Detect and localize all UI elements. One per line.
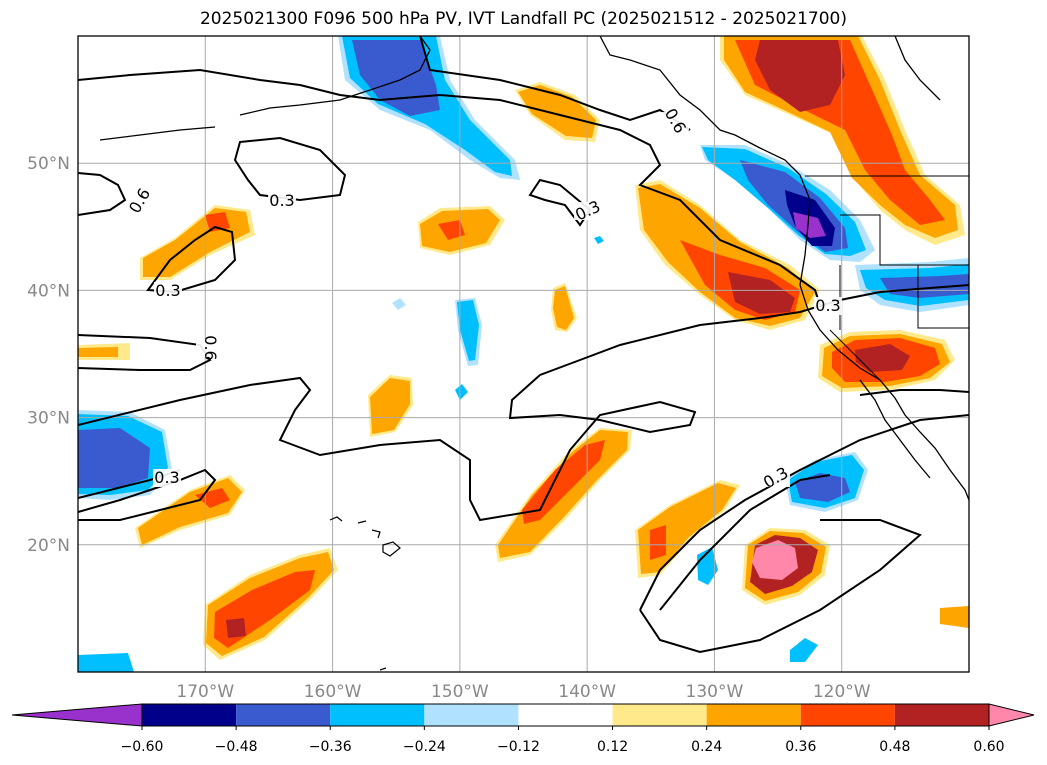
contour-label: 0.6 [201, 335, 220, 360]
colorbar-tick-label: 0.60 [973, 739, 1004, 755]
graticule [78, 36, 969, 672]
colorbar-tick-label: −0.60 [121, 739, 164, 755]
positive-anomaly-canada [720, 36, 965, 245]
lon-tick-label: 170°W [176, 682, 234, 702]
lon-tick-label: 130°W [686, 682, 744, 702]
contour-label: 0.3 [269, 191, 294, 210]
negative-anomaly-great-basin [855, 258, 969, 312]
contour-label: 0.6 [125, 185, 154, 217]
map-title: 2025021300 F096 500 hPa PV, IVT Landfall… [199, 9, 847, 29]
lat-tick-label: 40°N [27, 281, 70, 301]
hawaiian-islands [329, 516, 401, 671]
positive-anomaly-subtropics [635, 480, 740, 578]
positive-anomaly-southern-california [818, 330, 955, 392]
lon-tick-label: 160°W [304, 682, 362, 702]
contour-label: 0.6 [661, 105, 690, 137]
colorbar-extend-min [11, 703, 143, 727]
colorbar-segment [142, 704, 237, 726]
colorbar-tick-label: 0.24 [691, 739, 722, 755]
positive-anomaly-maximum [742, 528, 830, 605]
colorbar-segment [612, 704, 707, 726]
colorbar-segment [330, 704, 425, 726]
lat-tick-label: 30°N [27, 409, 70, 429]
colorbar-tick-label: −0.48 [215, 739, 258, 755]
colorbar-tick-label: 0.36 [785, 739, 816, 755]
lon-tick-label: 120°W [813, 682, 871, 702]
lon-tick-label: 150°W [431, 682, 489, 702]
longitude-tick-labels: 170°W 160°W 150°W 140°W 130°W 120°W [176, 682, 870, 702]
colorbar: −0.60 −0.48 −0.36 −0.24 −0.12 0.12 0.24 0.36 0.4… [11, 703, 1035, 755]
colorbar-tick-label: −0.24 [403, 739, 446, 755]
contour-label: 0.3 [154, 468, 179, 487]
lat-tick-label: 20°N [27, 536, 70, 556]
positive-anomaly-mid-pacific [368, 82, 600, 437]
colorbar-segment [706, 704, 801, 726]
contour-label: 0.3 [155, 281, 180, 300]
colorbar-segment [800, 704, 895, 726]
latitude-tick-labels: 20°N 30°N 40°N 50°N [27, 154, 70, 556]
lon-tick-label: 140°W [558, 682, 616, 702]
colorbar-segment [424, 704, 519, 726]
positive-anomaly-south-central-pacific [203, 548, 338, 660]
negative-anomaly-pacific-northwest [700, 145, 875, 262]
map-frame [77, 35, 970, 673]
colorbar-segment [894, 704, 989, 726]
contour-label: 0.3 [815, 296, 840, 315]
lat-tick-label: 50°N [27, 154, 70, 174]
colorbar-tick-label: 0.12 [597, 739, 628, 755]
colorbar-tick-label: 0.48 [879, 739, 910, 755]
colorbar-segment [236, 704, 331, 726]
negative-anomaly-gulf-of-alaska [338, 36, 520, 180]
colorbar-segment [518, 704, 613, 726]
colorbar-tick-label: −0.36 [309, 739, 352, 755]
colorbar-extend-max [988, 703, 1035, 727]
positive-anomaly-subtropical-jet [495, 428, 632, 562]
colorbar-tick-label: −0.12 [497, 739, 540, 755]
